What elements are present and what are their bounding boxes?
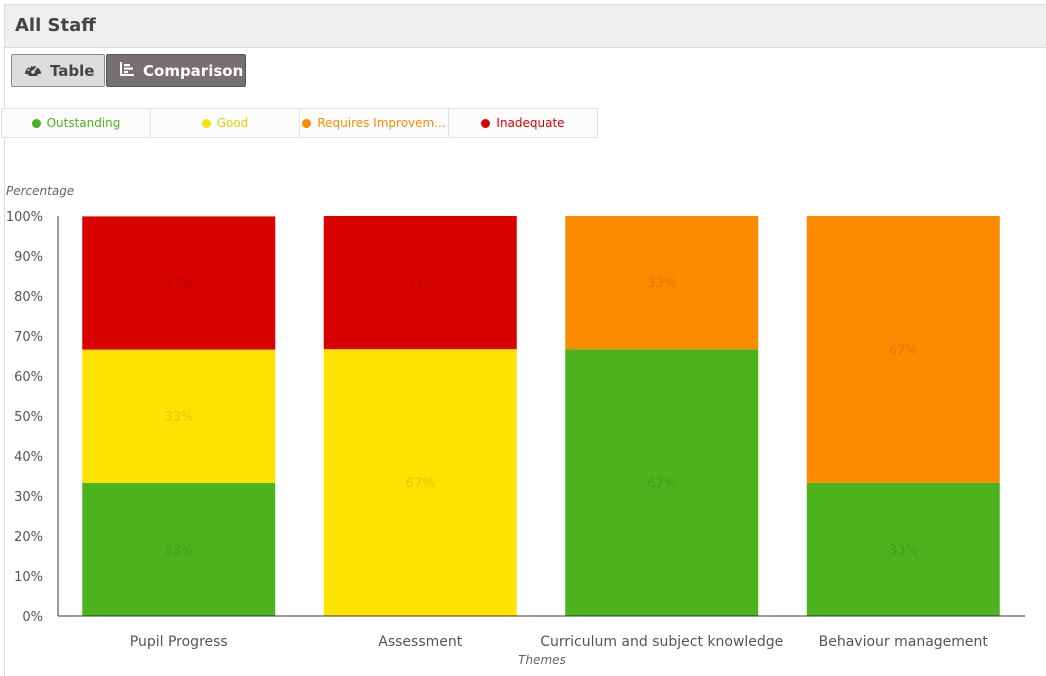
bar-segment[interactable] [323,349,517,616]
stacked-bar-chart: 0%10%20%30%40%50%60%70%80%90%100% 33%33%… [6,184,1025,667]
y-tick-label: 80% [14,290,43,305]
legend-item-requires-improvement[interactable]: Requires Improvem... [299,108,449,138]
y-tick-label: 40% [14,450,43,465]
comparison-view-label: Comparison [143,61,244,80]
legend-marker-good [201,118,211,128]
bar-data-label: 67% [647,477,676,492]
y-tick-label: 50% [14,410,43,425]
y-tick-label: 60% [14,370,43,385]
legend-label-good: Good [216,116,249,130]
bar-data-label: 33% [164,277,193,292]
legend-label-inadequate: Inadequate [496,116,565,130]
x-axis: Pupil Progress Assessment Curriculum and s… [58,615,1025,650]
bar-segment[interactable] [82,216,276,350]
legend-marker-inadequate [481,118,491,128]
bar-segment[interactable] [82,349,276,483]
table-view-button[interactable]: Table [11,54,105,87]
bars [82,216,1000,616]
x-axis-title: Themes [518,653,566,667]
bar-data-label: 67% [406,477,435,492]
legend-marker-requires-improvement [302,118,312,128]
x-category-label: Behaviour management [819,634,989,650]
bar-segment[interactable] [806,482,1000,616]
bar-segment[interactable] [806,216,1000,483]
panel-header: All Staff [5,5,1046,48]
y-tick-label: 10% [14,570,43,585]
bar-segment[interactable] [82,482,276,616]
legend-marker-outstanding [31,118,41,128]
y-tick-label: 0% [22,610,43,625]
bar-segment[interactable] [323,216,517,350]
bar-chart-icon [119,61,143,81]
y-tick-label: 20% [14,530,43,545]
x-category-label: Assessment [378,634,462,650]
bar-data-label: 33% [889,543,918,558]
page-title: All Staff [15,15,96,36]
staff-panel: All Staff [4,4,1046,676]
legend-item-inadequate[interactable]: Inadequate [448,108,598,138]
x-category-label: Pupil Progress [130,634,228,650]
bar-data-label: 67% [889,343,918,358]
x-category-label: Curriculum and subject knowledge [540,634,783,650]
y-tick-label: 30% [14,490,43,505]
bar-data-label: 33% [164,410,193,425]
bar-segment[interactable] [565,216,759,350]
legend-label-requires-improvement: Requires Improvem... [317,116,446,130]
table-view-label: Table [50,61,95,80]
y-tick-label: 90% [14,250,43,265]
data-labels: 33% 33% 33% 67% 33% 67% 33% 33% 67% [164,277,917,559]
bar-data-label: 33% [164,543,193,558]
legend-label-outstanding: Outstanding [46,116,121,130]
chart-legend: Outstanding Good Requires Improvem... In… [1,108,598,138]
bar-data-label: 33% [406,277,435,292]
y-tick-label: 100% [6,210,43,225]
comparison-view-button[interactable]: Comparison [106,54,246,87]
bar-segment[interactable] [565,349,759,616]
dashboard-gauge-icon [24,61,50,81]
bar-data-label: 33% [647,277,676,292]
y-axis-title: Percentage [6,184,74,198]
y-tick-label: 70% [14,330,43,345]
legend-item-outstanding[interactable]: Outstanding [1,108,151,138]
legend-item-good[interactable]: Good [150,108,300,138]
y-axis: 0% 10% 20% 30% 40% 50% 60% 70% 80% 90% 100% [6,210,59,625]
